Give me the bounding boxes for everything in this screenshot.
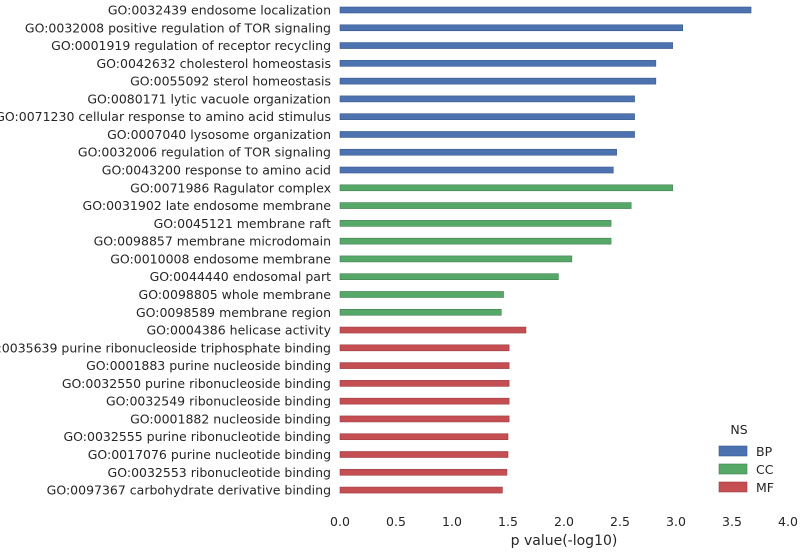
y-tick-label: GO:0098805 whole membrane — [139, 287, 332, 302]
bar-bp — [339, 77, 657, 85]
x-tick-label: 3.0 — [666, 514, 686, 529]
x-tick-labels: 0.0 0.5 1.0 1.5 2.0 2.5 3.0 3.5 4.0 — [330, 514, 798, 529]
y-tick-label: GO:0007040 lysosome organization — [107, 127, 331, 142]
bar-mf — [339, 468, 508, 476]
y-tick-label: GO:0017076 purine nucleotide binding — [88, 447, 331, 462]
x-tick-label: 0.5 — [386, 514, 406, 529]
y-tick-label: GO:0032439 endosome localization — [108, 3, 331, 18]
bar-cc — [339, 237, 612, 245]
y-tick-label: GO:0071230 cellular response to amino ac… — [0, 109, 331, 124]
y-tick-label: GO:0071986 Ragulator complex — [130, 180, 331, 195]
y-tick-label: GO:0097367 carbohydrate derivative bindi… — [47, 483, 331, 498]
x-axis-label: p value(-log10) — [511, 533, 618, 549]
y-tick-label: GO:0032006 regulation of TOR signaling — [78, 145, 331, 160]
y-tick-label: GO:0043200 response to amino acid — [102, 163, 331, 178]
y-tick-label: GO:0098857 membrane microdomain — [94, 234, 331, 249]
y-tick-label: GO:0004386 helicase activity — [146, 323, 331, 338]
bar-cc — [339, 291, 504, 298]
y-tick-label: GO:0001919 regulation of receptor recycl… — [51, 38, 331, 53]
x-tick-label: 0.0 — [330, 514, 350, 529]
legend-title: NS — [730, 422, 747, 437]
x-tick-label: 2.0 — [554, 514, 574, 529]
y-tick-label: GO:0032555 purine ribonucleotide binding — [63, 429, 331, 444]
y-tick-label: GO:0032008 positive regulation of TOR si… — [25, 20, 331, 35]
bar-cc — [339, 202, 632, 209]
bar-mf — [339, 380, 510, 387]
x-tick-label: 2.5 — [610, 514, 630, 529]
legend-label-cc: CC — [756, 462, 774, 477]
bar-cc — [339, 220, 612, 227]
y-tick-label: GO:0032550 purine ribonucleoside binding — [62, 376, 331, 391]
x-tick-label: 4.0 — [778, 514, 798, 529]
bar-bp — [339, 6, 752, 14]
bar-bp — [339, 113, 635, 120]
y-tick-label: GO:0042632 cholesterol homeostasis — [97, 56, 332, 71]
y-tick-label: GO:0031902 late endosome membrane — [83, 198, 332, 213]
bar-mf — [339, 415, 510, 423]
y-tick-label: GO:0001882 nucleoside binding — [130, 411, 331, 426]
y-tick-label: GO:0032549 ribonucleoside binding — [106, 394, 331, 409]
bar-cc — [339, 255, 573, 263]
y-tick-label: GO:0044440 endosomal part — [150, 269, 332, 284]
legend-swatch-cc — [718, 463, 748, 475]
y-tick-label: GO:0010008 endosome membrane — [110, 251, 331, 266]
bar-cc — [339, 273, 559, 281]
x-tick-label: 1.5 — [498, 514, 518, 529]
legend: NS BP CC MF — [718, 422, 774, 495]
bar-mf — [339, 433, 509, 441]
bar-bp — [339, 148, 617, 156]
y-tick-label: GO:0032553 ribonucleotide binding — [108, 465, 331, 480]
bar-bp — [339, 60, 657, 67]
bar-cc — [339, 308, 502, 316]
x-tick-label: 3.5 — [722, 514, 742, 529]
legend-swatch-mf — [718, 481, 748, 493]
y-tick-label: GO:0035639 purine ribonucleoside triphos… — [0, 340, 331, 355]
bar-mf — [339, 451, 509, 458]
bar-cc — [339, 184, 673, 192]
y-tick-label: GO:0001883 purine nucleoside binding — [86, 358, 331, 373]
legend-swatch-bp — [718, 445, 748, 457]
x-tick-label: 1.0 — [442, 514, 462, 529]
legend-label-bp: BP — [756, 444, 773, 459]
bar-bp — [339, 24, 684, 32]
bar-mf — [339, 397, 510, 405]
bar-mf — [339, 486, 503, 494]
bar-bp — [339, 95, 635, 103]
y-tick-label: GO:0098589 membrane region — [136, 305, 331, 320]
bar-bp — [339, 166, 614, 174]
y-tick-label: GO:0055092 sterol homeostasis — [130, 74, 331, 89]
y-tick-labels: GO:0032439 endosome localization GO:00320… — [0, 3, 332, 498]
legend-label-mf: MF — [756, 480, 774, 495]
bar-bp — [339, 131, 635, 138]
bar-mf — [339, 362, 510, 369]
bars-group — [339, 6, 752, 494]
bar-bp — [339, 42, 673, 49]
bar-mf — [339, 344, 510, 352]
y-tick-label: GO:0080171 lytic vacuole organization — [87, 91, 331, 106]
bar-mf — [339, 326, 527, 334]
y-tick-label: GO:0045121 membrane raft — [154, 216, 332, 231]
